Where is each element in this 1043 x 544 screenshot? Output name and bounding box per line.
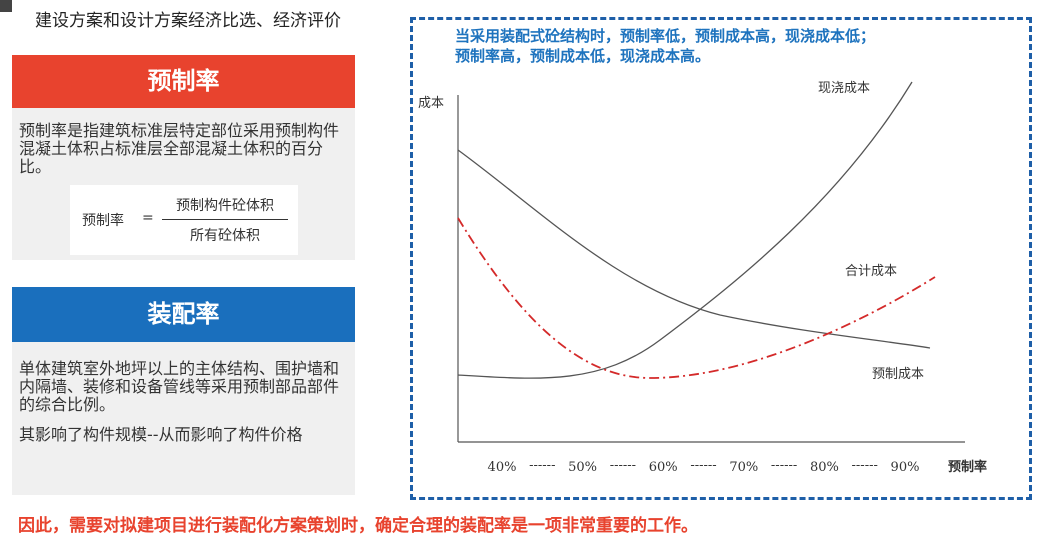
x-axis-label: 预制率	[948, 459, 987, 475]
x-separator: ------	[771, 458, 797, 473]
denominator: 所有砼体积	[190, 228, 260, 244]
formula: 预制率 = 预制构件砼体积 所有砼体积	[70, 185, 298, 255]
paragraph: 预制率是指建筑标准层特定部位采用预制构件混凝土体积占标准层全部混凝土体积的百分比…	[19, 121, 340, 176]
card-body: 单体建筑室外地坪以上的主体结构、围护墙和内隔墙、装修和设备管线等采用预制部品部件…	[12, 342, 355, 495]
note-line: 预制率高，预制成本低，现浇成本高。	[455, 47, 711, 65]
numerator: 预制构件砼体积	[176, 198, 274, 214]
cast-cost-curve	[457, 81, 913, 379]
x-separator: ------	[852, 458, 878, 473]
x-separator: ------	[690, 458, 716, 473]
x-separator: ------	[529, 458, 555, 473]
x-category: 80%	[810, 460, 839, 475]
chart-note: 当采用装配式砼结构时，预制率低，预制成本高，现浇成本低； 预制率高，预制成本低，…	[455, 26, 875, 66]
x-category: 60%	[649, 460, 678, 475]
x-separator: ------	[610, 458, 636, 473]
footer-conclusion: 因此，需要对拟建项目进行装配化方案策划时，确定合理的装配率是一项非常重要的工作。	[18, 516, 698, 536]
x-category: 40%	[488, 460, 517, 475]
x-category: 90%	[891, 460, 920, 475]
precast-cost-curve	[457, 149, 931, 349]
x-categories: 40% ------ 50% ------ 60% ------ 70% ------ 80% -…	[488, 458, 920, 475]
note-line: 当采用装配式砼结构时，预制率低，预制成本高，现浇成本低；	[455, 27, 876, 45]
curve-label: 现浇成本	[818, 81, 870, 96]
x-category: 50%	[568, 460, 597, 475]
fraction-bar	[162, 219, 288, 220]
y-axis-label: 成本	[418, 96, 444, 111]
paragraph: 其影响了构件规模--从而影响了构件价格	[19, 425, 303, 444]
formula-equals: =	[142, 210, 154, 226]
chart-panel	[410, 17, 1032, 500]
curve-label: 合计成本	[845, 264, 897, 279]
formula-lhs: 预制率	[82, 213, 124, 229]
bullet	[0, 0, 12, 12]
slide-title: 建设方案和设计方案经济比选、经济评价	[35, 11, 341, 31]
total-cost-curve	[457, 217, 936, 379]
paragraph: 单体建筑室外地坪以上的主体结构、围护墙和内隔墙、装修和设备管线等采用预制部品部件…	[19, 359, 340, 414]
card-heading: 装配率	[12, 287, 355, 342]
x-category: 70%	[729, 460, 758, 475]
curve-label: 预制成本	[872, 367, 924, 382]
card-heading: 预制率	[12, 55, 355, 108]
